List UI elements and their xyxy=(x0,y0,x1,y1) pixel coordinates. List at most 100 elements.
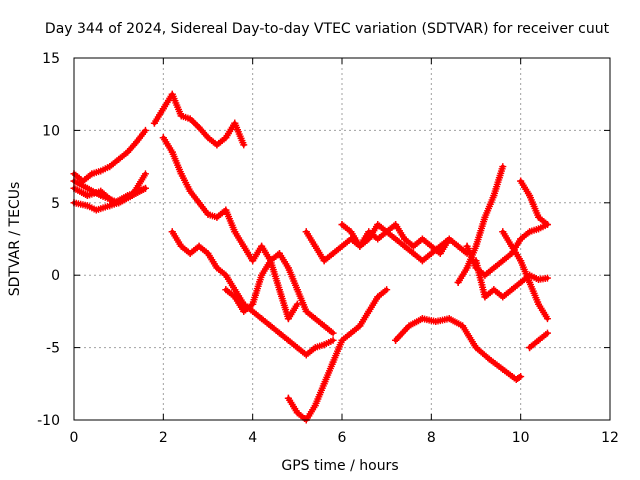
data-point xyxy=(293,300,301,308)
data-point xyxy=(392,235,400,243)
data-point xyxy=(472,257,480,265)
data-point xyxy=(517,177,525,185)
data-point xyxy=(338,336,346,344)
data-point xyxy=(485,355,493,363)
data-point xyxy=(177,242,185,250)
data-point xyxy=(258,271,266,279)
data-point xyxy=(535,225,543,233)
data-point xyxy=(267,257,275,265)
data-point xyxy=(356,322,364,330)
x-tick-label: 0 xyxy=(70,430,79,446)
data-point xyxy=(392,336,400,344)
data-point xyxy=(141,126,149,134)
data-point xyxy=(302,351,310,359)
data-point xyxy=(526,278,534,286)
data-point xyxy=(186,115,194,123)
data-point xyxy=(249,300,257,308)
data-point xyxy=(329,329,337,337)
data-point xyxy=(267,322,275,330)
series-sat-l xyxy=(392,315,525,383)
series-sat-a xyxy=(70,126,149,185)
data-point xyxy=(499,293,507,301)
data-point xyxy=(275,329,283,337)
series-sat-q xyxy=(499,228,551,323)
data-point xyxy=(168,148,176,156)
series-sat-o xyxy=(472,257,551,301)
data-point xyxy=(472,344,480,352)
data-point xyxy=(347,329,355,337)
data-point xyxy=(231,293,239,301)
series-sat-d xyxy=(70,170,149,207)
data-point xyxy=(329,249,337,257)
data-point xyxy=(526,192,534,200)
data-point xyxy=(392,221,400,229)
series-sat-h xyxy=(222,249,337,337)
data-point xyxy=(454,242,462,250)
data-point xyxy=(222,206,230,214)
series-sat-g xyxy=(168,228,337,359)
y-tick-label: 0 xyxy=(51,268,60,284)
data-point xyxy=(204,210,212,218)
data-point xyxy=(150,119,158,127)
axis-ticks: 0 2 4 6 8 10 12 -10 -5 0 5 10 15 xyxy=(37,51,619,446)
x-axis-label: GPS time / hours xyxy=(281,458,398,474)
data-point xyxy=(535,276,543,284)
data-point xyxy=(141,170,149,178)
chart-title: Day 344 of 2024, Sidereal Day-to-day VTE… xyxy=(45,21,610,37)
data-point xyxy=(481,293,489,301)
data-point xyxy=(177,170,185,178)
data-point xyxy=(240,242,248,250)
series-sat-f xyxy=(159,134,301,323)
data-point xyxy=(195,242,203,250)
data-point xyxy=(436,242,444,250)
data-point xyxy=(499,228,507,236)
data-point xyxy=(168,228,176,236)
data-point xyxy=(213,213,221,221)
data-point xyxy=(463,242,471,250)
data-layer xyxy=(70,90,551,424)
data-point xyxy=(133,138,141,146)
data-point xyxy=(418,315,426,323)
data-point xyxy=(427,242,435,250)
data-point xyxy=(311,402,319,410)
data-point xyxy=(311,315,319,323)
data-point xyxy=(405,322,413,330)
data-point xyxy=(258,242,266,250)
series-interpolated-markers xyxy=(70,128,148,185)
data-point xyxy=(249,257,257,265)
data-point xyxy=(204,134,212,142)
data-point xyxy=(409,242,417,250)
data-point xyxy=(115,155,123,163)
data-point xyxy=(454,278,462,286)
series-interpolated-markers xyxy=(168,228,335,359)
data-point xyxy=(293,344,301,352)
data-point xyxy=(517,257,525,265)
data-point xyxy=(543,221,551,229)
data-point xyxy=(168,90,176,98)
data-point xyxy=(231,228,239,236)
data-point xyxy=(432,318,440,326)
x-tick-label: 12 xyxy=(601,430,619,446)
data-point xyxy=(338,242,346,250)
data-point xyxy=(320,341,328,349)
data-point xyxy=(83,184,91,192)
y-tick-label: -10 xyxy=(37,413,60,429)
data-point xyxy=(459,322,467,330)
data-point xyxy=(249,307,257,315)
data-point xyxy=(526,228,534,236)
data-point xyxy=(445,315,453,323)
data-point xyxy=(159,105,167,113)
data-point xyxy=(517,235,525,243)
data-point xyxy=(293,286,301,294)
series-sat-i xyxy=(284,286,391,424)
data-point xyxy=(374,235,382,243)
data-point xyxy=(490,286,498,294)
data-point xyxy=(284,394,292,402)
data-point xyxy=(409,249,417,257)
data-point xyxy=(543,329,551,337)
data-point xyxy=(83,192,91,200)
data-point xyxy=(445,235,453,243)
data-point xyxy=(293,409,301,417)
data-point xyxy=(124,148,132,156)
x-tick-label: 10 xyxy=(512,430,530,446)
